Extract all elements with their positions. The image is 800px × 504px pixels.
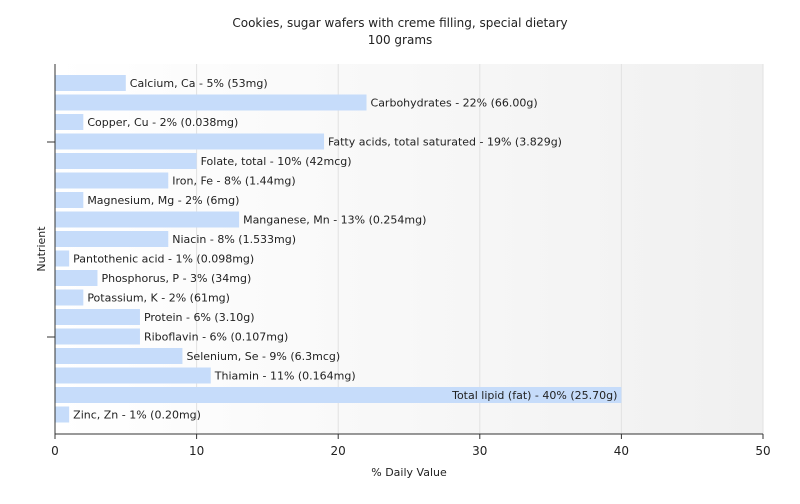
bar	[55, 406, 70, 423]
bar-data-label: Riboflavin - 6% (0.107mg)	[144, 331, 288, 344]
bar-data-label: Selenium, Se - 9% (6.3mcg)	[186, 350, 340, 363]
chart-subtitle: 100 grams	[368, 33, 433, 47]
bar-data-label: Total lipid (fat) - 40% (25.70g)	[451, 389, 617, 402]
bar	[55, 94, 367, 111]
bar	[55, 250, 70, 267]
x-axis-ticks: 0 10 20 30 40 50	[51, 434, 771, 458]
chart-title: Cookies, sugar wafers with creme filling…	[232, 16, 567, 30]
bar	[55, 75, 126, 91]
bar	[55, 114, 84, 130]
bar-data-label: Protein - 6% (3.10g)	[144, 311, 255, 324]
bar	[55, 387, 622, 403]
bar	[55, 309, 140, 325]
bar	[55, 133, 325, 150]
bar	[55, 348, 183, 364]
bar-data-label: Phosphorus, P - 3% (34mg)	[101, 272, 251, 285]
bar-data-label: Magnesium, Mg - 2% (6mg)	[87, 194, 239, 207]
x-tick-label: 0	[51, 444, 59, 458]
bars	[55, 75, 622, 423]
bar	[55, 153, 197, 169]
bar	[55, 289, 84, 306]
x-axis-label: % Daily Value	[371, 466, 447, 479]
x-tick-label: 20	[331, 444, 346, 458]
bar	[55, 172, 169, 189]
bar-data-label: Pantothenic acid - 1% (0.098mg)	[73, 253, 254, 266]
bar-data-label: Fatty acids, total saturated - 19% (3.82…	[328, 136, 562, 149]
bar-data-label: Niacin - 8% (1.533mg)	[172, 233, 296, 246]
bar-data-label: Potassium, K - 2% (61mg)	[87, 292, 230, 305]
bar-data-label: Carbohydrates - 22% (66.00g)	[371, 97, 538, 110]
bar	[55, 270, 98, 286]
bar-labels: Calcium, Ca - 5% (53mg) Carbohydrates - 2…	[73, 77, 617, 422]
x-tick-label: 30	[472, 444, 487, 458]
x-tick-label: 10	[189, 444, 204, 458]
bar-data-label: Iron, Fe - 8% (1.44mg)	[172, 175, 295, 188]
bar-data-label: Thiamin - 11% (0.164mg)	[214, 370, 356, 383]
bar	[55, 367, 211, 384]
bar	[55, 192, 84, 208]
bar-data-label: Calcium, Ca - 5% (53mg)	[130, 77, 268, 90]
bar-data-label: Manganese, Mn - 13% (0.254mg)	[243, 214, 426, 227]
x-tick-label: 50	[755, 444, 770, 458]
y-axis-label: Nutrient	[35, 226, 48, 272]
bar-data-label: Folate, total - 10% (42mcg)	[201, 155, 352, 168]
bar	[55, 328, 140, 345]
x-tick-label: 40	[614, 444, 629, 458]
bar	[55, 211, 240, 228]
bar-data-label: Zinc, Zn - 1% (0.20mg)	[73, 409, 201, 422]
bar-data-label: Copper, Cu - 2% (0.038mg)	[87, 116, 238, 129]
bar	[55, 231, 169, 247]
